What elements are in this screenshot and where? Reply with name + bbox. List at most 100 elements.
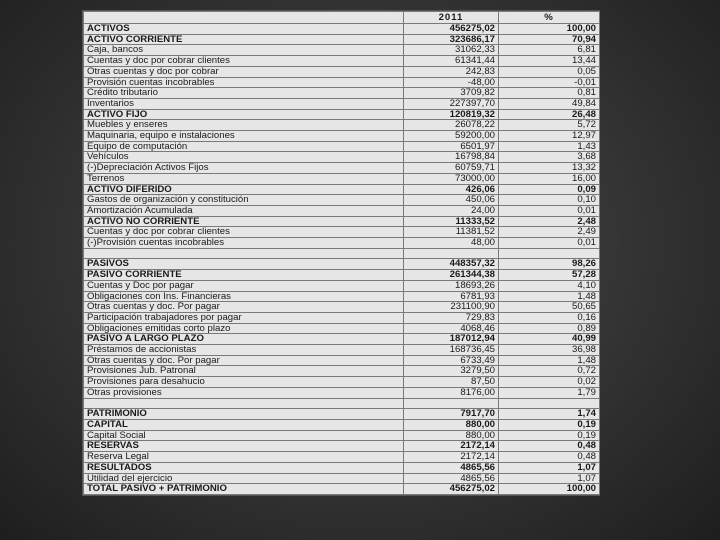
table-row: Cuentas y doc por cobrar clientes 11381,5…	[83, 226, 600, 239]
row-percent: 36,98	[498, 344, 600, 356]
row-percent: 13,32	[498, 162, 600, 174]
row-label	[83, 247, 404, 260]
row-percent: 0,81	[498, 87, 600, 99]
row-percent: 0,72	[498, 365, 600, 378]
table-row: (-)Provisión cuentas incobrables 48,00 0,0…	[83, 237, 600, 249]
row-percent: 2,48	[498, 215, 600, 228]
row-label: Provisiones Jub. Patronal	[83, 365, 404, 378]
row-percent: 0,05	[498, 65, 600, 78]
row-percent: 1,48	[498, 290, 600, 303]
table-row: ACTIVO FIJO 120819,32 26,48	[83, 108, 600, 121]
row-percent: 0,01	[498, 237, 600, 249]
row-value: 73000,00	[403, 172, 499, 185]
row-label: ACTIVOS	[83, 23, 404, 35]
row-value: 60759,71	[403, 162, 499, 174]
row-value: 448357,32	[403, 258, 499, 271]
row-value: 120819,32	[403, 108, 499, 121]
table-row: PASIVO CORRIENTE 261344,38 57,28	[83, 269, 600, 281]
table-row: ACTIVO DIFERIDO 426,06 0,09	[83, 183, 600, 196]
row-value: 3709,82	[403, 87, 499, 99]
table-row: Otras provisiones 8176,00 1,79	[83, 386, 600, 399]
row-percent: 0,16	[498, 311, 600, 324]
row-value: 456275,02	[403, 483, 499, 495]
row-value: 729,83	[403, 311, 499, 324]
table-row: Obligaciones emitidas corto plazo 4068,46…	[83, 322, 600, 335]
row-percent: 0,48	[498, 451, 600, 463]
row-value: 48,00	[403, 237, 499, 249]
row-value	[403, 247, 499, 260]
header-year: 2011	[403, 11, 499, 24]
row-percent: 0,09	[498, 183, 600, 196]
row-value: 6733,49	[403, 354, 499, 367]
row-percent	[498, 397, 600, 410]
row-percent: 3,68	[498, 151, 600, 164]
row-label: RESERVAS	[83, 440, 404, 453]
table-row: PASIVO A LARGO PLAZO 187012,94 40,99	[83, 333, 600, 346]
row-value: 87,50	[403, 376, 499, 388]
row-label: Otras provisiones	[83, 386, 404, 399]
table-row: Otras cuentas y doc. Por pagar 231100,90 5…	[83, 301, 600, 313]
row-value: -48,00	[403, 76, 499, 89]
table-row: Cuentas y doc por cobrar clientes 61341,4…	[83, 55, 600, 67]
row-label: Otras cuentas y doc por cobrar	[83, 65, 404, 78]
row-label: Capital Social	[83, 429, 404, 442]
row-percent: 1,07	[498, 472, 600, 485]
row-value: 31062,33	[403, 44, 499, 57]
row-percent: 16,00	[498, 172, 600, 185]
row-value: 26078,22	[403, 119, 499, 132]
row-label: PASIVO CORRIENTE	[83, 269, 404, 281]
row-percent: 5,72	[498, 119, 600, 132]
table-row: Reserva Legal 2172,14 0,48	[83, 451, 600, 463]
table-row: Provisión cuentas incobrables -48,00 -0,01	[83, 76, 600, 89]
blank-row	[83, 397, 600, 410]
row-label: ACTIVO DIFERIDO	[83, 183, 404, 196]
table-row: Utilidad del ejercicio 4865,56 1,07	[83, 472, 600, 485]
row-percent: 6,81	[498, 44, 600, 57]
table-row: Inventarios 227397,70 49,84	[83, 97, 600, 110]
table-row: Caja, bancos 31062,33 6,81	[83, 44, 600, 57]
row-label: (-)Depreciación Activos Fijos	[83, 162, 404, 174]
table-row: Maquinaria, equipo e instalaciones 59200,…	[83, 130, 600, 142]
row-label: PASIVOS	[83, 258, 404, 271]
row-label: Inventarios	[83, 97, 404, 110]
row-label: Utilidad del ejercicio	[83, 472, 404, 485]
table-row: Otras cuentas y doc por cobrar 242,83 0,05	[83, 65, 600, 78]
row-value: 16798,84	[403, 151, 499, 164]
row-percent: 0,02	[498, 376, 600, 388]
row-percent: 1,07	[498, 461, 600, 474]
balance-table: 2011 % ACTIVOS 456275,02 100,00 ACTIVO CORR…	[83, 11, 600, 495]
row-value: 450,06	[403, 194, 499, 206]
header-row: 2011 %	[83, 11, 600, 24]
row-percent: 70,94	[498, 33, 600, 46]
row-label: TOTAL PASIVO + PATRIMONIO	[83, 483, 404, 495]
table-row: Crédito tributario 3709,82 0,81	[83, 87, 600, 99]
row-percent: 0,10	[498, 194, 600, 206]
row-value: 168736,45	[403, 344, 499, 356]
row-percent: 0,48	[498, 440, 600, 453]
row-percent: 0,19	[498, 429, 600, 442]
row-value: 8176,00	[403, 386, 499, 399]
row-label: ACTIVO NO CORRIENTE	[83, 215, 404, 228]
row-value: 6781,93	[403, 290, 499, 303]
row-percent: 26,48	[498, 108, 600, 121]
row-value: 231100,90	[403, 301, 499, 313]
row-percent: 2,49	[498, 226, 600, 239]
row-label: Muebles y enseres	[83, 119, 404, 132]
row-percent: 100,00	[498, 23, 600, 35]
row-value: 3279,50	[403, 365, 499, 378]
row-value: 426,06	[403, 183, 499, 196]
row-percent: 98,26	[498, 258, 600, 271]
row-label: Préstamos de accionistas	[83, 344, 404, 356]
table-row: Obligaciones con Ins. Financieras 6781,93…	[83, 290, 600, 303]
table-row: Cuentas y Doc por pagar 18693,26 4,10	[83, 279, 600, 292]
table-row: Otras cuentas y doc. Por pagar 6733,49 1,4…	[83, 354, 600, 367]
table-row: Equipo de computación 6501,97 1,43	[83, 140, 600, 153]
row-percent: 1,48	[498, 354, 600, 367]
row-value: 4068,46	[403, 322, 499, 335]
row-label: Maquinaria, equipo e instalaciones	[83, 130, 404, 142]
row-label	[83, 397, 404, 410]
row-value: 6501,97	[403, 140, 499, 153]
row-label: Caja, bancos	[83, 44, 404, 57]
row-value: 242,83	[403, 65, 499, 78]
table-row: Muebles y enseres 26078,22 5,72	[83, 119, 600, 132]
